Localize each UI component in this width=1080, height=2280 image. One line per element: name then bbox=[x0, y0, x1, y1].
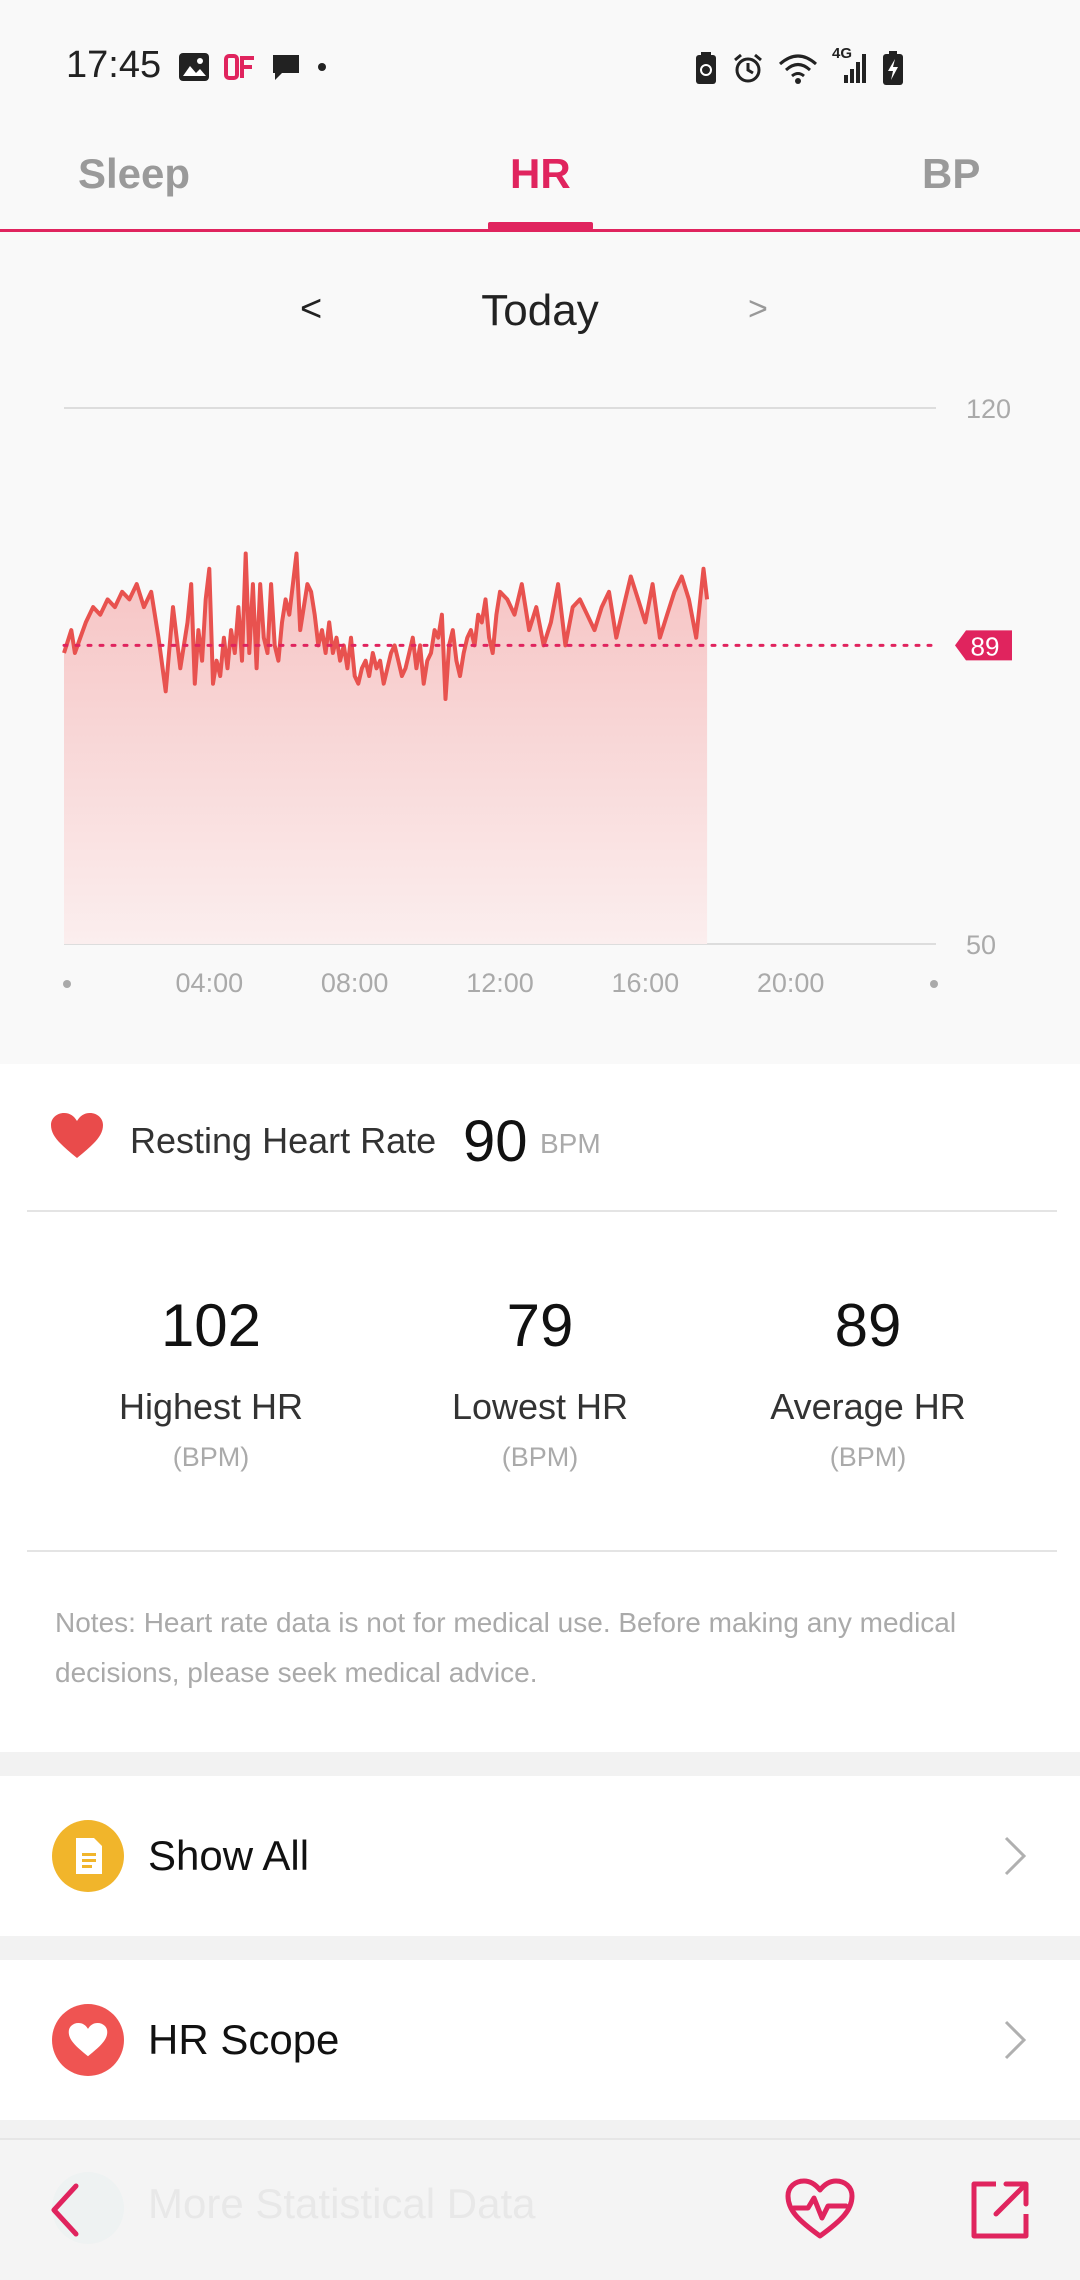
y-tick-label: 120 bbox=[966, 394, 1011, 424]
stats-icon bbox=[52, 2172, 124, 2244]
resting-hr-unit: BPM bbox=[540, 1128, 601, 1159]
tab-hr[interactable]: HR bbox=[510, 150, 571, 197]
highest-hr-stat: 102 Highest HR (BPM) bbox=[51, 1290, 371, 1473]
tab-bar: Sleep HR BP bbox=[0, 130, 1080, 232]
document-icon bbox=[52, 1820, 124, 1892]
battery-charging-icon bbox=[883, 51, 903, 85]
status-bar: 17:45 4G bbox=[0, 0, 1080, 130]
x-tick-label: 12:00 bbox=[466, 968, 534, 998]
highest-hr-value: 102 bbox=[160, 1292, 262, 1359]
next-day-button[interactable]: > bbox=[748, 290, 768, 328]
hr-scope-row[interactable]: HR Scope bbox=[0, 1960, 1080, 2120]
bottom-action-bar: More Statistical Data bbox=[0, 2138, 1080, 2280]
x-tick-label: 04:00 bbox=[176, 968, 244, 998]
resting-hr-value: 90 bbox=[463, 1109, 528, 1174]
lowest-hr-unit: (BPM) bbox=[501, 1442, 579, 1472]
x-tick-label: 08:00 bbox=[321, 968, 389, 998]
average-hr-label: Average HR bbox=[770, 1386, 966, 1427]
signal-icon: 4G bbox=[832, 45, 868, 85]
status-time: 17:45 bbox=[66, 44, 162, 86]
divider bbox=[27, 1210, 1057, 1212]
battery-saver-icon bbox=[696, 52, 716, 84]
highest-hr-unit: (BPM) bbox=[172, 1442, 250, 1472]
x-axis-start-dot bbox=[63, 980, 71, 988]
system-icons: 4G bbox=[694, 45, 904, 86]
share-icon[interactable] bbox=[968, 2178, 1032, 2242]
heart-pulse-icon[interactable] bbox=[784, 2178, 856, 2242]
heart-rate-chart: 120 50 89 04:00 08:00 12:00 16:00 20:00 bbox=[62, 394, 1012, 998]
average-marker bbox=[955, 630, 1012, 661]
tab-bp[interactable]: BP bbox=[922, 150, 981, 197]
more-statistical-data-label[interactable]: More Statistical Data bbox=[148, 2180, 536, 2227]
app-logo-icon bbox=[224, 54, 254, 80]
highest-hr-label: Highest HR bbox=[118, 1386, 304, 1427]
active-tab-indicator bbox=[488, 222, 593, 230]
gallery-icon bbox=[179, 53, 209, 81]
chart-panel: Today < > 120 50 89 04:00 08:00 12:00 16:00 20:… bbox=[0, 232, 1080, 1064]
hr-scope-label: HR Scope bbox=[148, 2016, 340, 2063]
x-tick-label: 16:00 bbox=[612, 968, 680, 998]
average-marker-label: 89 bbox=[971, 631, 1000, 661]
average-hr-unit: (BPM) bbox=[829, 1442, 907, 1472]
average-hr-value: 89 bbox=[834, 1292, 902, 1359]
medical-disclaimer: Notes: Heart rate data is not for medica… bbox=[55, 1607, 957, 1688]
back-arrow-icon[interactable] bbox=[46, 2180, 86, 2240]
heart-icon bbox=[51, 1113, 103, 1158]
lowest-hr-stat: 79 Lowest HR (BPM) bbox=[380, 1290, 700, 1473]
lowest-hr-label: Lowest HR bbox=[451, 1386, 629, 1427]
date-navigator: Today < > bbox=[0, 286, 1080, 348]
resting-heart-rate-row: Resting Heart Rate 90 BPM bbox=[0, 1064, 1080, 1212]
show-all-label: Show All bbox=[148, 1832, 310, 1879]
average-hr-stat: 89 Average HR (BPM) bbox=[708, 1290, 1028, 1473]
summary-card: Resting Heart Rate 90 BPM bbox=[0, 1064, 1080, 1752]
y-tick-label: 50 bbox=[966, 930, 996, 960]
network-type-label: 4G bbox=[832, 45, 853, 62]
notification-icons bbox=[178, 52, 328, 82]
tab-sleep[interactable]: Sleep bbox=[78, 150, 191, 197]
previous-day-button[interactable]: < bbox=[300, 288, 323, 330]
hr-series-line bbox=[62, 551, 710, 701]
wifi-icon bbox=[779, 54, 817, 84]
resting-hr-label: Resting Heart Rate bbox=[130, 1120, 437, 1161]
divider bbox=[27, 1550, 1057, 1552]
chevron-right-icon bbox=[1004, 1836, 1027, 1876]
chevron-right-icon bbox=[1004, 2020, 1027, 2060]
lowest-hr-value: 79 bbox=[506, 1292, 574, 1359]
x-tick-label: 20:00 bbox=[757, 968, 825, 998]
heart-icon bbox=[52, 2004, 124, 2076]
date-label: Today bbox=[481, 286, 599, 335]
alarm-icon bbox=[734, 53, 762, 83]
message-icon bbox=[273, 55, 299, 80]
more-notifications-icon bbox=[318, 63, 326, 71]
x-axis-end-dot bbox=[930, 980, 938, 988]
show-all-row[interactable]: Show All bbox=[0, 1776, 1080, 1936]
